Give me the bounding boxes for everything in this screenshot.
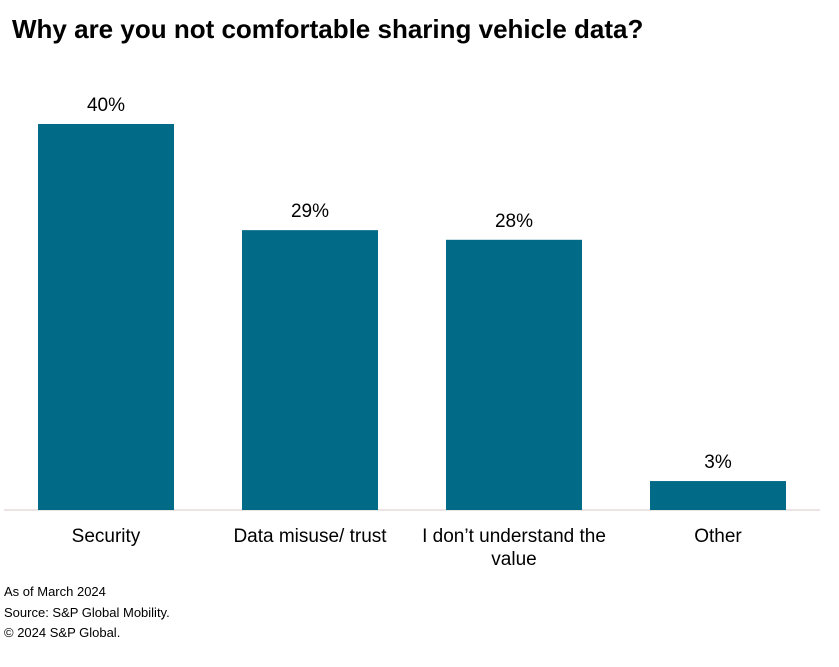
bar bbox=[242, 230, 378, 510]
category-label: Security bbox=[72, 526, 141, 547]
data-label: 3% bbox=[704, 452, 732, 473]
bar bbox=[38, 124, 174, 510]
data-label: 28% bbox=[495, 211, 533, 232]
category-label: I don’t understand the value bbox=[422, 526, 606, 570]
category-label: Data misuse/ trust bbox=[233, 526, 387, 547]
bar bbox=[650, 481, 786, 510]
data-label: 29% bbox=[291, 201, 329, 222]
as-of-note: As of March 2024 bbox=[4, 584, 106, 599]
category-label: Other bbox=[694, 526, 742, 547]
copyright-note: © 2024 S&P Global. bbox=[4, 625, 121, 640]
bar-chart: 40% Security 29% Data misuse/ trust 28% I don… bbox=[4, 95, 820, 570]
data-label: 40% bbox=[87, 95, 125, 116]
chart-footer: As of March 2024 Source: S&P Global Mobi… bbox=[4, 582, 170, 644]
source-note: Source: S&P Global Mobility. bbox=[4, 604, 170, 620]
bar bbox=[446, 239, 582, 511]
chart-title: Why are you not comfortable sharing vehi… bbox=[12, 14, 644, 44]
